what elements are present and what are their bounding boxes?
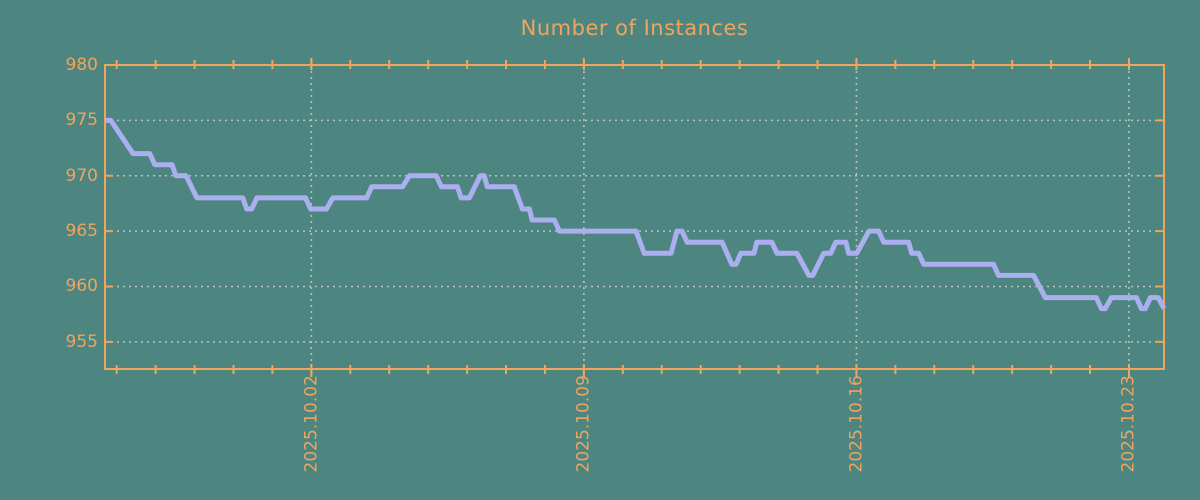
y-tick-label: 960 [65,276,98,297]
plot-border [104,64,1165,370]
y-tick-label: 980 [65,55,98,75]
x-tick-label: 2025.10.09 [573,375,594,473]
series-line [105,117,1167,312]
chart-title: Number of Instances [520,16,749,40]
y-tick-label: 955 [65,331,98,352]
x-tick-label: 2025.10.23 [1118,375,1139,473]
x-tick-label: 2025.10.16 [846,375,867,473]
y-tick-label: 970 [65,165,98,186]
y-tick-label: 965 [65,221,98,242]
x-tick-label: 2025.10.02 [301,375,322,473]
y-tick-label: 975 [65,110,98,131]
